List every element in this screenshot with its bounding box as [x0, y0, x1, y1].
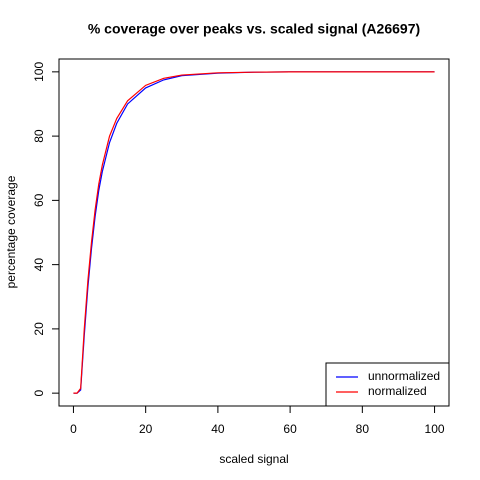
line-series — [73, 71, 435, 394]
legend-label: normalized — [368, 384, 427, 398]
x-tick-label: 60 — [283, 422, 297, 436]
y-tick-label: 100 — [32, 62, 46, 82]
line-series — [73, 71, 435, 394]
x-axis-label: scaled signal — [219, 452, 288, 466]
plot-frame — [58, 58, 450, 407]
y-tick-label: 0 — [32, 389, 46, 396]
y-tick-label: 20 — [32, 322, 46, 336]
legend-box — [325, 362, 450, 407]
y-axis-label: percentage coverage — [4, 175, 18, 288]
y-tick-label: 80 — [32, 129, 46, 143]
chart-title: % coverage over peaks vs. scaled signal … — [88, 21, 420, 37]
y-tick-label: 40 — [32, 258, 46, 272]
x-tick-label: 80 — [356, 422, 370, 436]
legend-label: unnormalized — [368, 369, 440, 383]
y-tick-label: 60 — [32, 193, 46, 207]
x-tick-label: 0 — [70, 422, 77, 436]
x-tick-label: 20 — [139, 422, 153, 436]
x-tick-label: 100 — [425, 422, 445, 436]
x-tick-label: 40 — [211, 422, 225, 436]
